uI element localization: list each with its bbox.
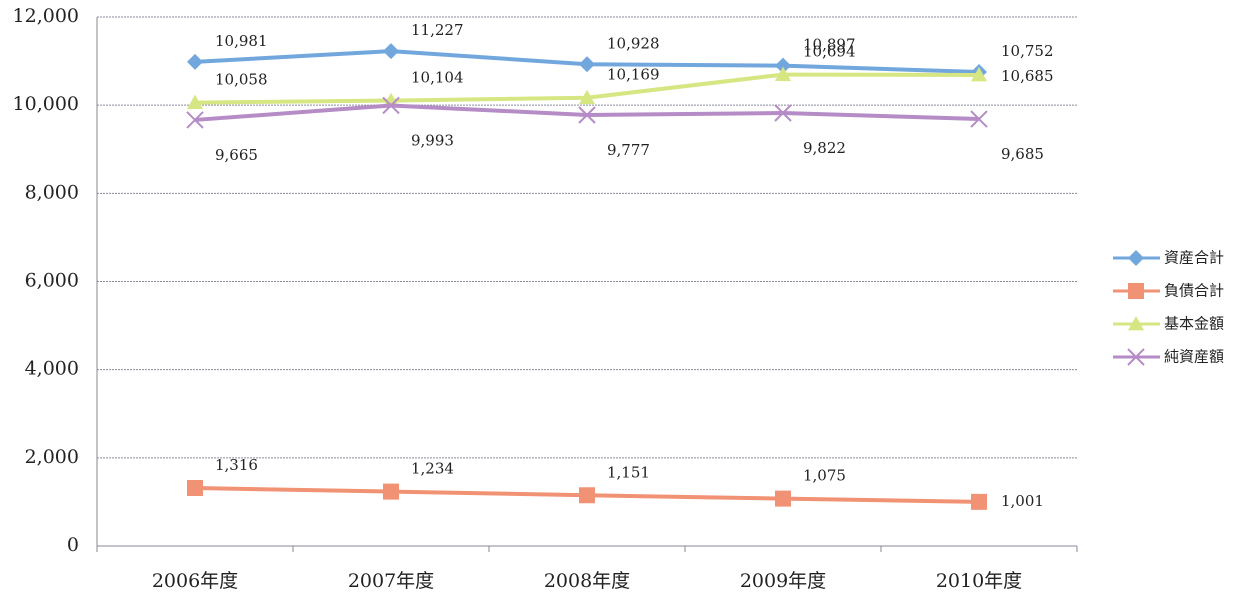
data-label: 9,777	[607, 141, 650, 159]
marker	[1128, 316, 1144, 331]
data-label: 10,752	[1001, 42, 1054, 60]
marker	[383, 43, 399, 60]
legend-label: 負債合計	[1164, 282, 1224, 300]
marker	[382, 96, 400, 115]
marker	[775, 57, 791, 74]
marker	[1128, 283, 1144, 299]
legend-label: 資産合計	[1164, 249, 1224, 267]
y-tick-label: 10,000	[13, 93, 79, 115]
series-line	[194, 103, 980, 122]
data-label: 1,151	[607, 463, 650, 481]
marker	[970, 110, 988, 128]
marker	[774, 104, 792, 122]
marker	[775, 490, 791, 507]
y-tick-label: 2,000	[25, 446, 79, 468]
data-label: 10,685	[1001, 67, 1054, 85]
marker	[186, 111, 204, 129]
x-tick-label: 2006年度	[152, 570, 238, 592]
data-label: 9,993	[411, 131, 454, 149]
data-label: 9,665	[215, 146, 258, 164]
x-tick-label: 2008年度	[544, 570, 630, 592]
data-label: 9,685	[1001, 145, 1044, 163]
marker	[775, 66, 791, 81]
y-tick-label: 12,000	[13, 5, 79, 27]
marker	[383, 483, 399, 500]
data-label: 10,897	[803, 36, 856, 54]
marker	[578, 106, 596, 124]
y-tick-label: 8,000	[25, 181, 79, 203]
data-label: 1,316	[215, 456, 258, 474]
x-tick-label: 2010年度	[936, 570, 1022, 592]
data-label: 1,075	[803, 467, 846, 485]
data-label: 9,822	[803, 139, 846, 157]
marker	[579, 487, 595, 504]
marker	[579, 89, 595, 105]
legend-label: 純資産額	[1164, 348, 1224, 366]
data-label: 10,104	[411, 69, 464, 87]
x-tick-label: 2007年度	[348, 570, 434, 592]
marker	[579, 56, 595, 73]
data-label: 10,928	[607, 34, 660, 52]
x-tick-label: 2009年度	[740, 570, 826, 592]
y-tick-label: 4,000	[25, 358, 79, 380]
marker	[187, 479, 203, 496]
data-label: 10,981	[215, 32, 268, 50]
marker	[187, 53, 203, 70]
marker	[971, 493, 987, 510]
marker	[383, 92, 399, 107]
data-label: 11,227	[411, 21, 464, 39]
data-label: 10,058	[215, 71, 268, 89]
data-label: 1,001	[1001, 492, 1044, 510]
data-label: 1,234	[411, 460, 454, 478]
y-tick-label: 0	[67, 534, 79, 556]
legend-label: 基本金額	[1164, 315, 1224, 333]
data-label: 10,694	[803, 43, 856, 61]
data-label: 10,169	[607, 66, 660, 84]
marker	[1128, 250, 1144, 266]
y-tick-label: 6,000	[25, 270, 79, 292]
marker	[187, 94, 203, 110]
marker	[1127, 348, 1145, 366]
marker	[971, 66, 987, 82]
